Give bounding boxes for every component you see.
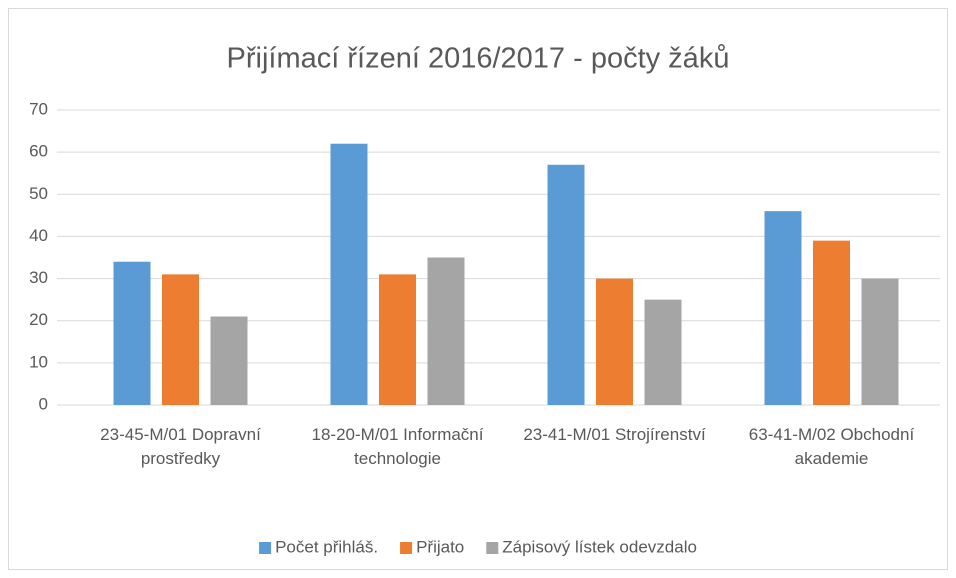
bar <box>644 299 682 405</box>
bar <box>379 274 416 405</box>
x-tick-label: 18-20-M/01 Informační technologie <box>311 425 484 468</box>
y-tick-label: 20 <box>29 310 48 329</box>
legend-swatch <box>486 542 499 554</box>
bar <box>162 274 199 405</box>
y-tick-label: 10 <box>29 352 48 371</box>
bar <box>330 143 368 405</box>
y-tick-label: 70 <box>29 99 48 118</box>
bar <box>210 316 248 405</box>
chart-title: Přijímací řízení 2016/2017 - počty žáků <box>227 43 730 75</box>
bar <box>861 278 899 405</box>
legend-swatch <box>400 542 413 554</box>
bar <box>427 257 465 405</box>
bar <box>764 211 802 405</box>
legend-label: Zápisový lístek odevzdalo <box>502 537 697 556</box>
legend-label: Počet přihláš. <box>275 537 378 556</box>
x-tick-label: 63-41-M/02 Obchodní akademie <box>748 425 915 468</box>
legend-label: Přijato <box>416 537 464 556</box>
x-tick-label: 23-45-M/01 Dopravní prostředky <box>100 425 261 468</box>
x-tick-label: 23-41-M/01 Strojírenství <box>523 425 706 444</box>
bar <box>813 240 850 405</box>
y-tick-label: 40 <box>29 226 48 245</box>
y-tick-label: 0 <box>39 394 48 413</box>
y-tick-label: 30 <box>29 268 48 287</box>
bar <box>596 278 633 405</box>
y-tick-label: 50 <box>29 184 48 203</box>
bar <box>547 164 585 405</box>
bar <box>113 261 151 405</box>
y-tick-label: 60 <box>29 142 48 161</box>
legend-swatch <box>259 542 272 554</box>
